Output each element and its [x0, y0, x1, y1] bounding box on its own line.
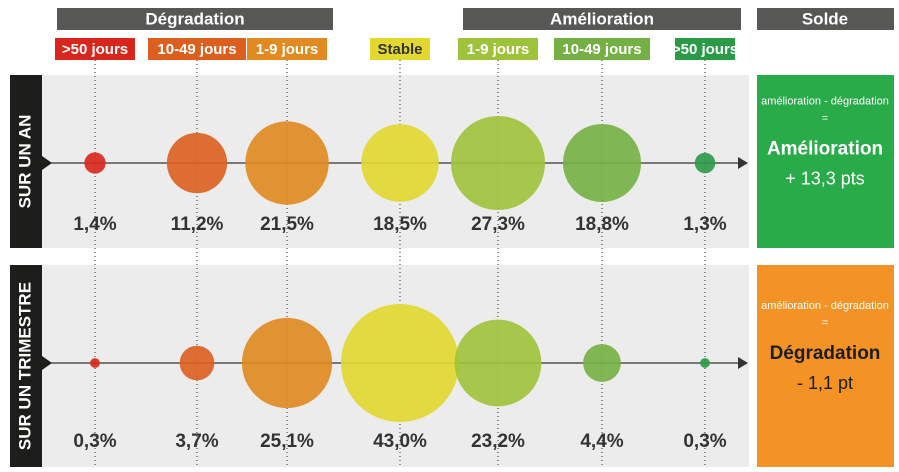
- bubble: [450, 115, 546, 211]
- bubble: [166, 132, 228, 194]
- balance-points: - 1,1 pt: [797, 373, 853, 393]
- bubble: [700, 358, 710, 368]
- value-label: 21,5%: [260, 214, 314, 235]
- category-label: 1-9 jours: [256, 41, 319, 58]
- bubble: [179, 345, 215, 381]
- value-label: 0,3%: [683, 431, 726, 452]
- value-label: 1,4%: [73, 214, 116, 235]
- group-label: Dégradation: [145, 9, 244, 28]
- row-label-bg: [10, 265, 42, 467]
- value-label: 27,3%: [471, 214, 525, 235]
- balance-formula: amélioration - dégradation: [761, 95, 889, 107]
- value-label: 3,7%: [175, 431, 218, 452]
- category-pill: [458, 38, 538, 60]
- bubble: [241, 317, 333, 409]
- axis-arrow: [738, 157, 748, 169]
- balance-equals: =: [822, 112, 828, 124]
- axis-arrow: [738, 357, 748, 369]
- category-label: Stable: [377, 41, 422, 58]
- row-label: SUR UN AN: [15, 115, 34, 209]
- value-label: 43,0%: [373, 431, 427, 452]
- category-pill: [148, 38, 246, 60]
- axis-start-arrow: [42, 356, 52, 370]
- balance-title: Solde: [802, 9, 848, 28]
- value-label: 0,3%: [73, 431, 116, 452]
- bubble: [562, 123, 642, 203]
- value-label: 18,5%: [373, 214, 427, 235]
- row-label-bg: [10, 75, 42, 248]
- category-pill: [247, 38, 327, 60]
- group-header: [757, 8, 894, 30]
- bubble: [340, 303, 460, 423]
- group-header: [57, 8, 333, 30]
- axis-start-arrow: [42, 156, 52, 170]
- value-label: 18,8%: [575, 214, 629, 235]
- category-pill: [55, 38, 135, 60]
- value-label: 1,3%: [683, 214, 726, 235]
- value-label: 23,2%: [471, 431, 525, 452]
- balance-box: [757, 75, 894, 248]
- category-pill: [554, 38, 650, 60]
- group-label: Amélioration: [550, 9, 654, 28]
- value-label: 11,2%: [171, 214, 224, 235]
- category-label: >50 jours: [62, 41, 128, 58]
- balance-points: + 13,3 pts: [785, 168, 865, 188]
- category-label: 10-49 jours: [157, 41, 236, 58]
- group-header: [463, 8, 741, 30]
- bubble: [84, 152, 106, 174]
- bubble: [454, 319, 542, 407]
- balance-result: Dégradation: [770, 343, 881, 364]
- value-label: 25,1%: [260, 431, 314, 452]
- bubble: [583, 344, 621, 382]
- category-label: 1-9 jours: [467, 41, 530, 58]
- value-label: 4,4%: [580, 431, 623, 452]
- bubble: [90, 358, 100, 368]
- balance-formula: amélioration - dégradation: [761, 300, 889, 312]
- category-pill: [370, 38, 430, 60]
- bubble: [694, 152, 716, 174]
- bubble: [361, 124, 439, 202]
- category-label: 10-49 jours: [562, 41, 641, 58]
- balance-equals: =: [822, 317, 828, 329]
- category-label: >50 jours: [672, 41, 738, 58]
- category-pill: [675, 38, 735, 60]
- balance-result: Amélioration: [767, 139, 883, 160]
- bubble: [245, 121, 329, 205]
- row-label: SUR UN TRIMESTRE: [15, 282, 34, 450]
- balance-box: [757, 265, 894, 467]
